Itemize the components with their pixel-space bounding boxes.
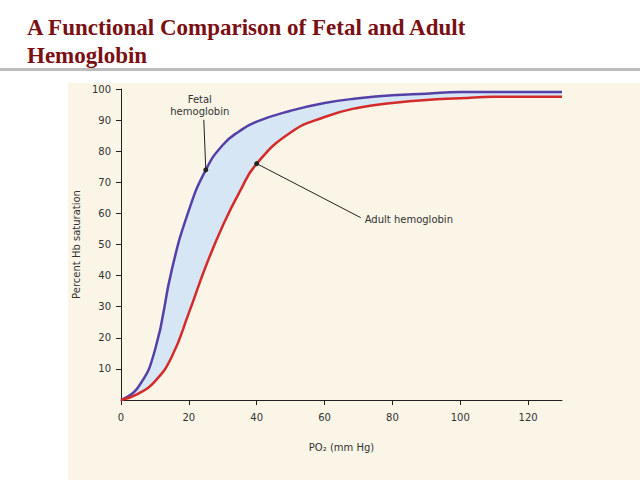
svg-text:80: 80	[98, 146, 111, 157]
svg-text:90: 90	[98, 115, 111, 126]
svg-text:40: 40	[250, 412, 263, 423]
svg-text:60: 60	[98, 208, 111, 219]
svg-text:20: 20	[182, 412, 195, 423]
svg-text:50: 50	[98, 239, 111, 250]
svg-text:A Functional Comparison of Fet: A Functional Comparison of Fetal and Adu…	[27, 15, 471, 40]
svg-text:100: 100	[92, 84, 111, 95]
svg-text:100: 100	[451, 412, 470, 423]
svg-text:120: 120	[519, 412, 538, 423]
svg-text:Percent Hb saturation: Percent Hb saturation	[71, 190, 82, 299]
svg-text:hemoglobin: hemoglobin	[170, 106, 229, 117]
svg-text:PO₂ (mm Hg): PO₂ (mm Hg)	[309, 442, 375, 453]
svg-text:Hemoglobin: Hemoglobin	[27, 43, 147, 68]
svg-text:40: 40	[98, 270, 111, 281]
svg-text:70: 70	[98, 177, 111, 188]
svg-text:0: 0	[118, 412, 124, 423]
svg-text:20: 20	[98, 332, 111, 343]
svg-text:80: 80	[386, 412, 399, 423]
svg-text:60: 60	[318, 412, 331, 423]
svg-text:10: 10	[98, 363, 111, 374]
svg-text:Fetal: Fetal	[188, 94, 212, 105]
svg-text:Adult hemoglobin: Adult hemoglobin	[365, 214, 453, 225]
svg-text:30: 30	[98, 301, 111, 312]
